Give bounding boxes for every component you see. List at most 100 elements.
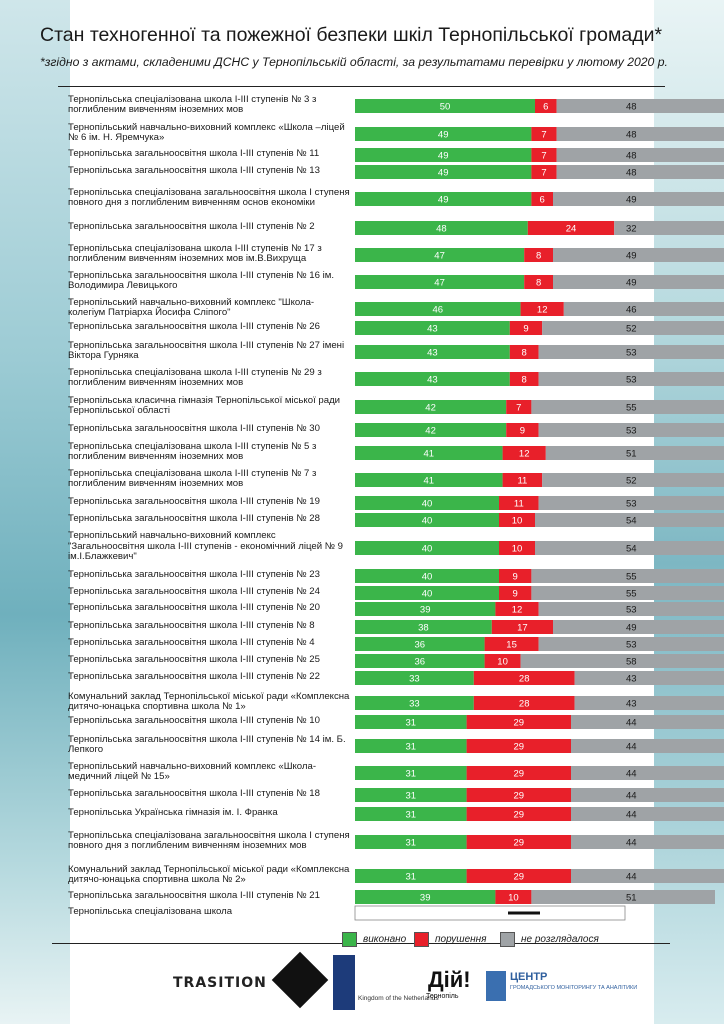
value-label-violations: 8 <box>522 375 527 386</box>
value-label-violations: 29 <box>514 791 525 802</box>
centre-logo-text: ЦЕНТР ГРОМАДСЬКОГО МОНІТОРИНГУ ТА АНАЛІТ… <box>510 972 637 993</box>
value-label-not-considered: 53 <box>626 605 637 616</box>
value-label-violations: 29 <box>514 718 525 729</box>
value-label-done: 39 <box>420 893 431 904</box>
bar-violations <box>499 513 535 527</box>
bar-done <box>355 602 496 616</box>
school-label: Тернопільська загальноосвітня школа І-ІІ… <box>68 601 320 613</box>
value-label-done: 49 <box>438 151 449 162</box>
bar-done <box>355 127 532 141</box>
legend-not-considered: не розглядалося <box>500 932 599 948</box>
value-label-not-considered: 44 <box>626 810 637 821</box>
value-label-violations: 15 <box>506 640 517 651</box>
value-label-done: 31 <box>406 838 417 849</box>
bar-done <box>355 766 467 780</box>
bar-done <box>355 569 499 583</box>
bar-not-considered <box>553 620 724 634</box>
bar-done <box>355 637 485 651</box>
bar-violations <box>499 569 532 583</box>
value-label-not-considered: 51 <box>626 893 637 904</box>
value-label-not-considered: 52 <box>626 476 637 487</box>
school-label: Тернопільська загальноосвітня школа І-ІІ… <box>68 147 320 159</box>
bar-not-considered <box>571 788 724 802</box>
school-label: Комунальний заклад Тернопільської місько… <box>68 690 350 712</box>
school-label: Тернопільська загальноосвітня школа І-ІІ… <box>68 269 335 291</box>
value-label-done: 47 <box>434 251 445 262</box>
value-label-not-considered: 44 <box>626 872 637 883</box>
value-label-done: 43 <box>427 324 438 335</box>
bar-not-considered <box>571 807 724 821</box>
bar-violations <box>466 807 571 821</box>
bar-violations <box>499 586 532 600</box>
bar-done <box>355 620 492 634</box>
bar-violations <box>466 869 571 883</box>
bar-done <box>355 192 532 206</box>
seal-logo-icon <box>271 951 329 1009</box>
bar-violations <box>531 148 557 162</box>
value-label-done: 31 <box>406 742 417 753</box>
school-label: Тернопільська загальноосвітня школа І-ІІ… <box>68 619 315 631</box>
value-label-done: 33 <box>409 674 420 685</box>
school-label: Тернопільська спеціалізована школа <box>68 905 233 917</box>
value-label-violations: 9 <box>513 572 518 583</box>
value-label-violations: 7 <box>516 403 521 414</box>
bar-done <box>355 345 510 359</box>
value-label-violations: 24 <box>566 224 577 235</box>
school-label: Тернопільська загальноосвітня школа І-ІІ… <box>68 320 320 332</box>
value-label-not-considered: 54 <box>626 516 637 527</box>
school-label: Тернопільський навчально-виховний компле… <box>68 760 317 782</box>
no-data-dash <box>508 911 540 915</box>
value-label-violations: 9 <box>523 324 528 335</box>
value-label-not-considered: 44 <box>626 769 637 780</box>
bar-not-considered <box>571 715 724 729</box>
value-label-not-considered: 32 <box>626 224 637 235</box>
school-label: Тернопільська загальноосвітня школа І-ІІ… <box>68 585 320 597</box>
value-label-done: 31 <box>406 872 417 883</box>
bar-violations <box>466 766 571 780</box>
value-label-done: 31 <box>406 810 417 821</box>
school-label: Тернопільська спеціалізована загальноосв… <box>68 186 350 208</box>
bar-not-considered <box>531 400 724 414</box>
bar-not-considered <box>571 766 724 780</box>
bar-violations <box>509 372 539 386</box>
bar-not-considered <box>542 321 724 335</box>
value-label-violations: 12 <box>519 449 530 460</box>
bar-not-considered <box>556 99 724 113</box>
bar-done <box>355 671 474 685</box>
bar-not-considered <box>538 496 724 510</box>
bar-not-considered <box>556 148 724 162</box>
bar-violations <box>473 696 575 710</box>
value-label-done: 49 <box>438 168 449 179</box>
value-label-not-considered: 48 <box>626 130 637 141</box>
value-label-done: 40 <box>422 544 433 555</box>
bar-done <box>355 321 510 335</box>
bar-violations <box>466 739 571 753</box>
bar-violations <box>499 496 539 510</box>
school-label: Тернопільська спеціалізована загальноосв… <box>68 829 350 851</box>
legend-violations: порушення <box>414 932 487 948</box>
bar-violations <box>524 248 553 262</box>
value-label-done: 40 <box>422 516 433 527</box>
empty-bar <box>354 905 626 921</box>
bar-violations <box>466 715 571 729</box>
value-label-violations: 11 <box>514 499 524 510</box>
value-label-violations: 9 <box>520 426 525 437</box>
value-label-done: 41 <box>424 476 435 487</box>
bar-not-considered <box>556 165 724 179</box>
value-label-violations: 9 <box>513 589 518 600</box>
top-divider <box>58 86 665 87</box>
school-label: Тернопільська загальноосвітня школа І-ІІ… <box>68 164 320 176</box>
school-label: Тернопільська загальноосвітня школа І-ІІ… <box>68 733 346 755</box>
value-label-not-considered: 46 <box>626 305 637 316</box>
bar-not-considered <box>553 248 724 262</box>
bar-done <box>355 715 467 729</box>
bar-violations <box>531 127 557 141</box>
bar-violations <box>484 637 539 651</box>
value-label-violations: 12 <box>537 305 548 316</box>
bar-not-considered <box>531 569 724 583</box>
value-label-done: 50 <box>440 102 451 113</box>
school-label: Тернопільський навчально-виховний компле… <box>68 121 345 143</box>
value-label-not-considered: 43 <box>626 674 637 685</box>
bar-done <box>355 302 521 316</box>
